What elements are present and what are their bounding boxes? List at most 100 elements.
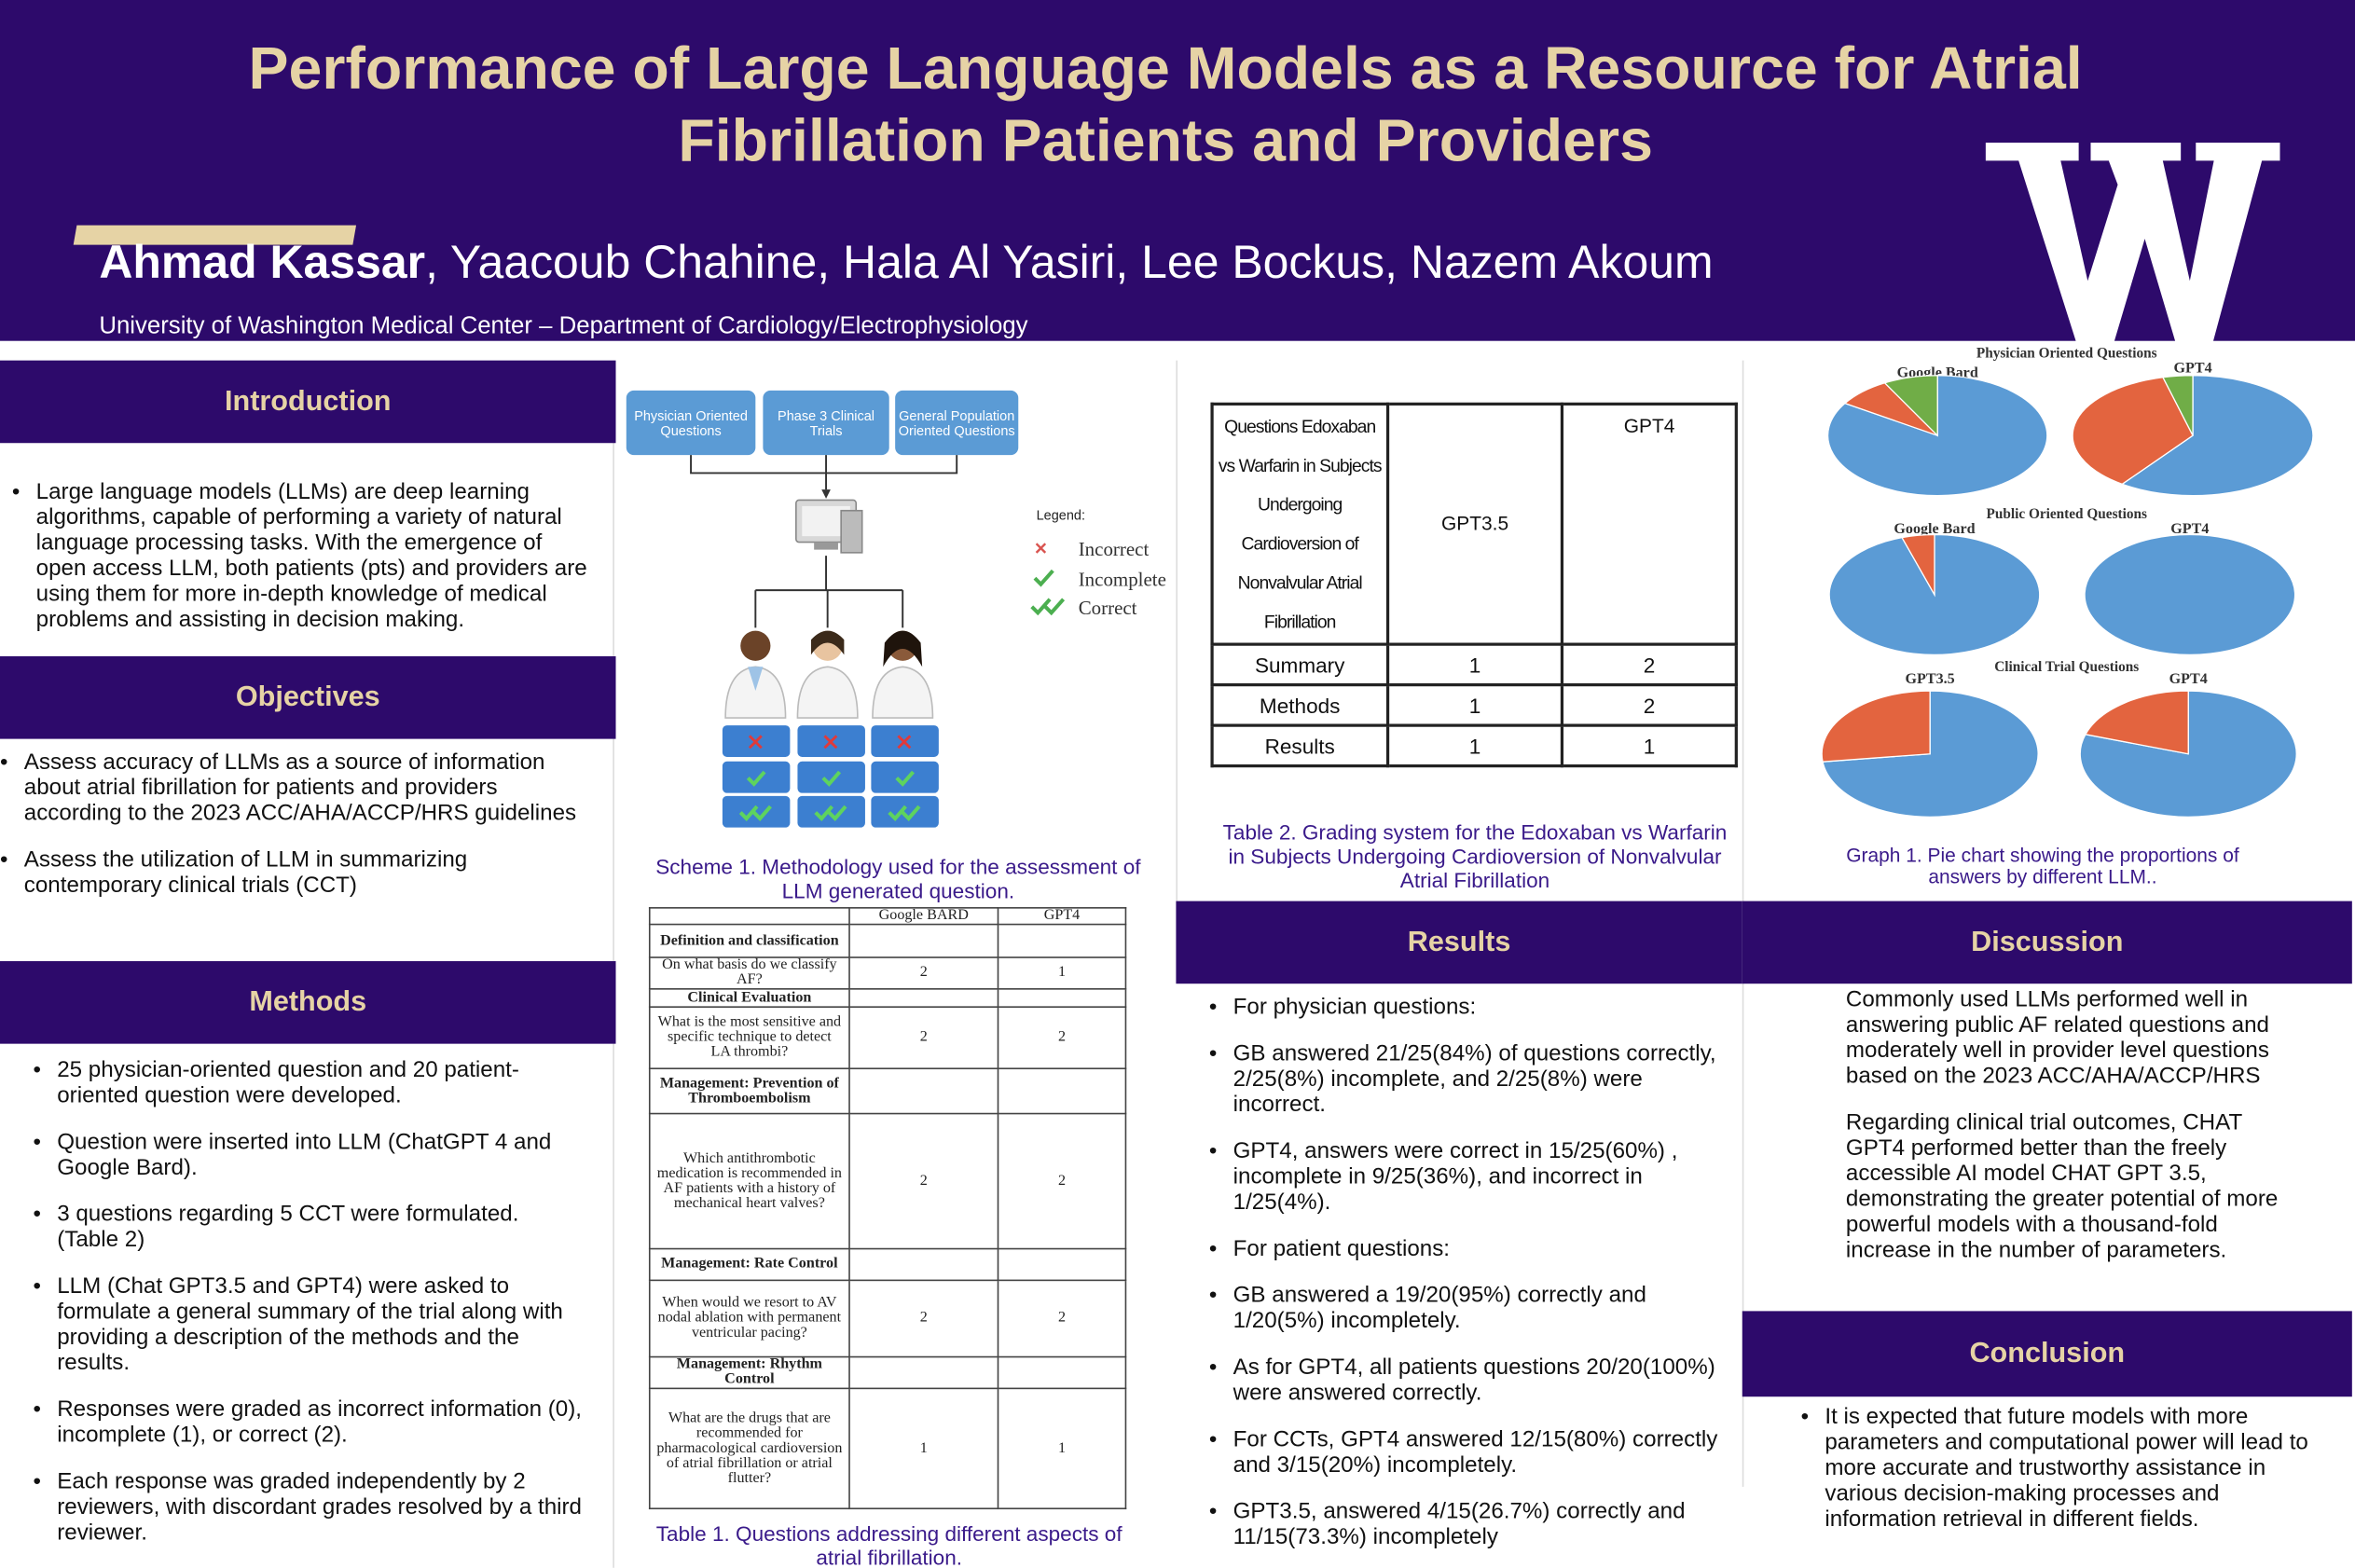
legend-item: Incomplete (1078, 567, 1166, 591)
header-cell: Google BARD (848, 907, 999, 926)
questions-table: Google BARD GPT4 Definition and classifica… (648, 907, 1127, 1510)
intro-list: Large language models (LLMs) are deep le… (12, 479, 595, 647)
score-cell: 2 (848, 956, 999, 990)
score-cell: 1 (1561, 723, 1738, 768)
bullet-item: Each response was graded independently b… (33, 1469, 583, 1546)
section-heading: Methods (0, 961, 616, 1044)
empty-cell (997, 923, 1127, 958)
section-cell: Management: Rate Control (648, 1247, 850, 1282)
poster-title: Performance of Large Language Models as … (248, 35, 2083, 174)
score-cell: 2 (848, 1279, 999, 1358)
group-title: Clinical Trial Questions (1994, 659, 2139, 675)
bullet-item: GPT4, answers were correct in 15/25(60%)… (1209, 1138, 1729, 1215)
pie-slice (1821, 690, 1931, 763)
question-cell: What are the drugs that are recommended … (648, 1387, 850, 1510)
bullet-item: Commonly used LLMs performed well in ans… (1846, 986, 2296, 1089)
x-icon (748, 735, 763, 750)
table-row: What is the most sensitive and specific … (648, 1006, 1127, 1070)
header-cell (648, 907, 850, 926)
column-divider (1176, 360, 1178, 901)
section-cell: Management: Rhythm Control (648, 1355, 850, 1390)
row-label: Summary (1210, 642, 1389, 687)
x-icon (823, 735, 838, 750)
empty-cell (997, 988, 1127, 1008)
score-cell: 2 (997, 1279, 1127, 1358)
score-cell: 1 (997, 1387, 1127, 1510)
question-cell: What is the most sensitive and specific … (648, 1006, 850, 1070)
affiliation: University of Washington Medical Center … (99, 313, 1028, 340)
pie-slice (1883, 375, 1938, 437)
conclusion-list: It is expected that future models with m… (1801, 1404, 2321, 1547)
legend-item: Correct (1078, 596, 1137, 619)
pie-label: Google Bard (1894, 521, 1975, 537)
score-cell: 1 (997, 956, 1127, 990)
empty-cell (997, 1247, 1127, 1282)
scheme-diagram (626, 390, 1066, 828)
chart-caption: Graph 1. Pie chart showing the proportio… (1846, 844, 2239, 888)
question-cell: Which antithrombotic medication is recom… (648, 1112, 850, 1250)
grade-box (797, 761, 865, 793)
table-header: Questions Edoxaban vs Warfarin in Subjec… (1210, 402, 1738, 646)
discussion-list: Commonly used LLMs performed well in ans… (1846, 986, 2296, 1311)
empty-cell (848, 1067, 999, 1115)
bullet-item: As for GPT4, all patients questions 20/2… (1209, 1355, 1729, 1406)
scheme-box: General Population Oriented Questions (898, 407, 1015, 438)
empty-cell (997, 1067, 1127, 1115)
header-band (0, 0, 2355, 341)
grade-box (722, 795, 791, 828)
header-cell: Questions Edoxaban vs Warfarin in Subjec… (1210, 402, 1389, 646)
section-cell: Definition and classification (648, 923, 850, 958)
objectives-list: Assess accuracy of LLMs as a source of i… (0, 750, 595, 919)
table-row: Management: Prevention of Thromboembolis… (648, 1067, 1127, 1115)
score-cell: 1 (1385, 683, 1564, 727)
header-cell: GPT4 (997, 907, 1127, 926)
bullet-item: For CCTs, GPT4 answered 12/15(80%) corre… (1209, 1426, 1729, 1478)
score-cell: 2 (1561, 683, 1738, 727)
pie-slice (2120, 375, 2314, 497)
check-icon (746, 770, 766, 787)
bullet-item: GB answered 21/25(84%) of questions corr… (1209, 1040, 1729, 1117)
methods-list: 25 physician-oriented question and 20 pa… (33, 1057, 583, 1566)
pie-slice (2084, 533, 2296, 656)
section-heading: Objectives (0, 656, 616, 739)
pie-slice (2084, 690, 2189, 755)
empty-cell (848, 1247, 999, 1282)
authors: Ahmad Kassar, Yaacoub Chahine, Hala Al Y… (99, 236, 1713, 290)
pie-slice (2079, 690, 2297, 818)
bullet-item: Large language models (LLMs) are deep le… (12, 479, 595, 632)
table-row: Results 1 1 (1210, 723, 1738, 768)
section-cell: Management: Prevention of Thromboembolis… (648, 1067, 850, 1115)
pie-slice (2162, 375, 2194, 436)
pie-label: GPT3.5 (1906, 671, 1955, 687)
double-check-icon (888, 805, 921, 821)
bullet-item: Regarding clinical trial outcomes, CHAT … (1846, 1110, 2296, 1263)
other-authors: , Yaacoub Chahine, Hala Al Yasiri, Lee B… (425, 235, 1714, 289)
bullet-item: 3 questions regarding 5 CCT were formula… (33, 1202, 583, 1253)
bullet-item: GPT3.5, answered 4/15(26.7%) correctly a… (1209, 1499, 1729, 1550)
table-caption: Table 2. Grading system for the Edoxaban… (1222, 819, 1728, 892)
results-list: For physician questions: GB answered 21/2… (1209, 994, 1729, 1567)
pie-slice (2072, 377, 2194, 486)
section-heading: Results (1176, 901, 1742, 984)
grade-box (871, 795, 939, 828)
pie-chart: Physician Oriented Questions Google Bard G… (1821, 345, 2314, 818)
group-title: Public Oriented Questions (1986, 506, 2147, 522)
group-title: Physician Oriented Questions (1976, 345, 2157, 361)
pie-label: GPT4 (2173, 361, 2211, 377)
table-row: Summary 1 2 (1210, 642, 1738, 687)
grade-box (797, 795, 865, 828)
bullet-item: Assess the utilization of LLM in summari… (0, 847, 595, 899)
double-check-icon (738, 805, 772, 821)
check-icon (895, 770, 916, 787)
scheme-box: Phase 3 Clinical Trials (778, 407, 875, 438)
bullet-item: LLM (Chat GPT3.5 and GPT4) were asked to… (33, 1273, 583, 1376)
question-cell: On what basis do we classify AF? (648, 956, 850, 990)
uw-logo (1985, 143, 2280, 351)
table-row: Which antithrombotic medication is recom… (648, 1112, 1127, 1250)
empty-cell (997, 1355, 1127, 1390)
empty-cell (848, 988, 999, 1008)
bullet-item: It is expected that future models with m… (1801, 1404, 2321, 1532)
figure-caption: Scheme 1. Methodology used for the asses… (655, 854, 1141, 903)
scheme-box: Physician Oriented Questions (634, 407, 748, 438)
